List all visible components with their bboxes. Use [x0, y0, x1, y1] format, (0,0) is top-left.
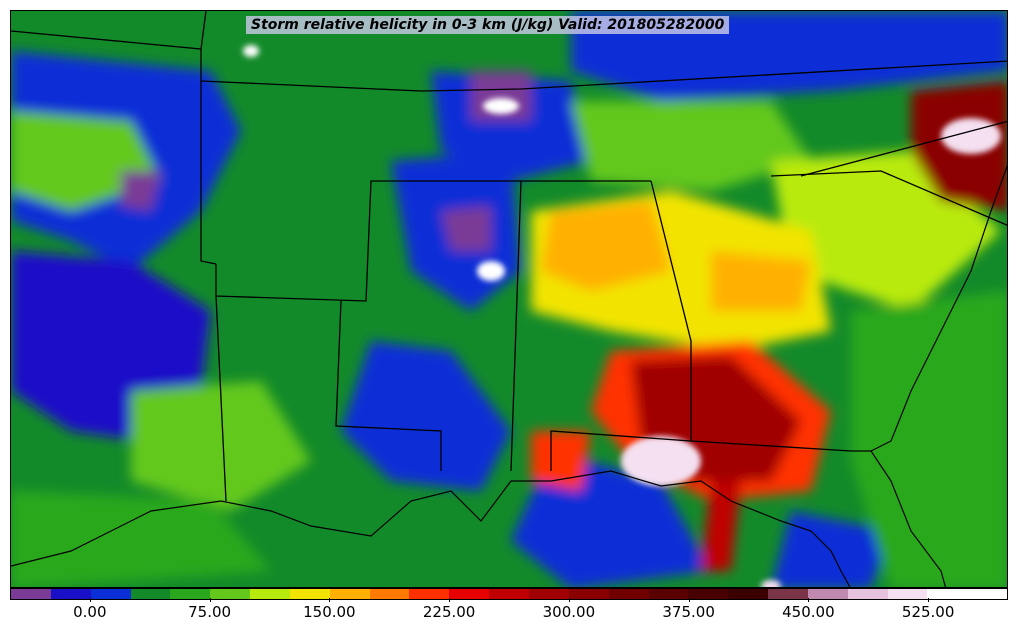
- colorbar-swatch: [688, 589, 729, 599]
- colorbar-tick-label: 375.00: [662, 603, 715, 621]
- colorbar-tick-mark: [928, 598, 930, 602]
- colorbar-swatch: [170, 589, 211, 599]
- colorbar-swatch: [50, 589, 91, 599]
- colorbar-tick-mark: [449, 598, 451, 602]
- colorbar-tick-mark: [89, 598, 91, 602]
- colorbar-tick-label: 450.00: [782, 603, 835, 621]
- colorbar-swatch: [608, 589, 649, 599]
- colorbar-tick-label: 0.00: [73, 603, 107, 621]
- coastline: [11, 450, 947, 587]
- colorbar-swatch: [528, 589, 569, 599]
- colorbar-swatch: [329, 589, 370, 599]
- colorbar-swatch: [369, 589, 410, 599]
- colorbar-swatch: [768, 589, 808, 599]
- colorbar-swatch: [728, 589, 769, 599]
- field-highlights: [243, 45, 1001, 587]
- colorbar-tick-label: 150.00: [303, 603, 356, 621]
- colorbar-swatch: [568, 589, 609, 599]
- colorbar-swatch: [210, 589, 251, 599]
- colorbar-swatch: [409, 589, 450, 599]
- colorbar: [10, 588, 1008, 600]
- colorbar-tick-label: 525.00: [901, 603, 955, 621]
- colorbar-swatch: [250, 589, 290, 599]
- colorbar-tick-label: 300.00: [542, 603, 596, 621]
- colorbar-swatch: [927, 589, 968, 599]
- colorbar-swatch: [807, 589, 848, 599]
- colorbar-tick-mark: [808, 598, 810, 602]
- colorbar-swatch: [449, 589, 490, 599]
- helicity-map: [10, 10, 1008, 588]
- colorbar-swatch: [289, 589, 330, 599]
- colorbar-tick-mark: [688, 598, 690, 602]
- map-canvas: [11, 11, 1007, 587]
- colorbar-tick-label: 225.00: [422, 603, 476, 621]
- colorbar-tick-mark: [329, 598, 331, 602]
- colorbar-swatch: [130, 589, 171, 599]
- colorbar-swatch: [967, 589, 1008, 599]
- colorbar-swatch: [11, 589, 51, 599]
- colorbar-tick-mark: [209, 598, 211, 602]
- colorbar-tick-label: 75.00: [188, 603, 232, 621]
- map-title: Storm relative helicity in 0-3 km (J/kg)…: [246, 16, 730, 34]
- colorbar-swatch: [847, 589, 888, 599]
- colorbar-swatch: [887, 589, 928, 599]
- east-coastline: [870, 164, 1007, 452]
- colorbar-swatch: [648, 589, 689, 599]
- state-boundaries: [11, 11, 1007, 502]
- colorbar-swatch: [90, 589, 131, 599]
- colorbar-tick-mark: [568, 598, 570, 602]
- colorbar-swatch: [489, 589, 529, 599]
